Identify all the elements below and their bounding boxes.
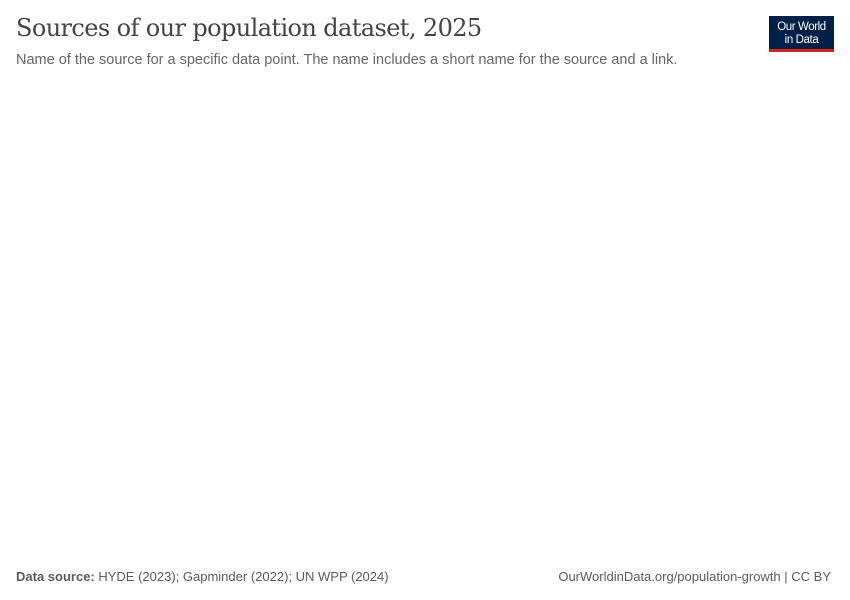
data-source: Data source: HYDE (2023); Gapminder (202… (16, 569, 389, 584)
separator: | (780, 569, 792, 584)
chart-title: Sources of our population dataset, 2025 (16, 14, 482, 42)
chart-area (16, 80, 834, 550)
data-source-label: Data source: (16, 569, 95, 584)
footer-links: OurWorldinData.org/population-growth | C… (558, 569, 831, 584)
page-link[interactable]: OurWorldinData.org/population-growth (558, 569, 781, 584)
chart-subtitle: Name of the source for a specific data p… (16, 52, 678, 68)
data-source-text[interactable]: HYDE (2023); Gapminder (2022); UN WPP (2… (94, 569, 389, 584)
license-link[interactable]: CC BY (791, 569, 831, 584)
logo-line-1: Our World (777, 21, 826, 33)
owid-logo[interactable]: Our World in Data (769, 16, 834, 52)
logo-line-2: in Data (784, 33, 819, 46)
